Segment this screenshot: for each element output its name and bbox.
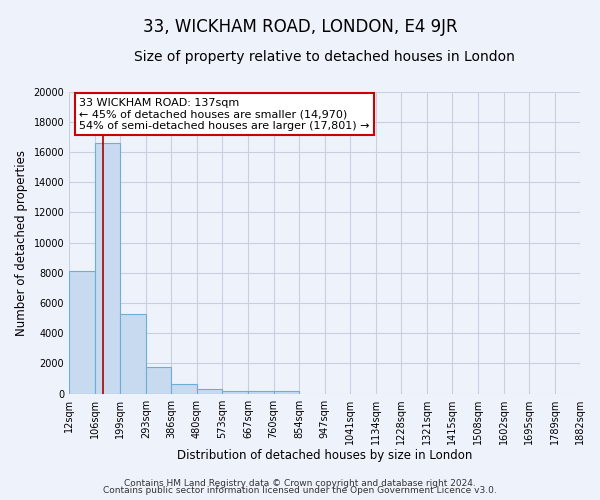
Bar [223,390,248,394]
Bar [69,272,95,394]
Bar [274,392,299,394]
Bar [95,143,120,394]
Bar [197,389,223,394]
Title: Size of property relative to detached houses in London: Size of property relative to detached ho… [134,50,515,64]
Text: 33 WICKHAM ROAD: 137sqm
← 45% of detached houses are smaller (14,970)
54% of sem: 33 WICKHAM ROAD: 137sqm ← 45% of detache… [79,98,370,131]
X-axis label: Distribution of detached houses by size in London: Distribution of detached houses by size … [177,450,472,462]
Text: 33, WICKHAM ROAD, LONDON, E4 9JR: 33, WICKHAM ROAD, LONDON, E4 9JR [143,18,457,36]
Bar [120,314,146,394]
Y-axis label: Number of detached properties: Number of detached properties [15,150,28,336]
Bar [146,367,172,394]
Bar [248,392,274,394]
Text: Contains public sector information licensed under the Open Government Licence v3: Contains public sector information licen… [103,486,497,495]
Bar [172,384,197,394]
Text: Contains HM Land Registry data © Crown copyright and database right 2024.: Contains HM Land Registry data © Crown c… [124,478,476,488]
